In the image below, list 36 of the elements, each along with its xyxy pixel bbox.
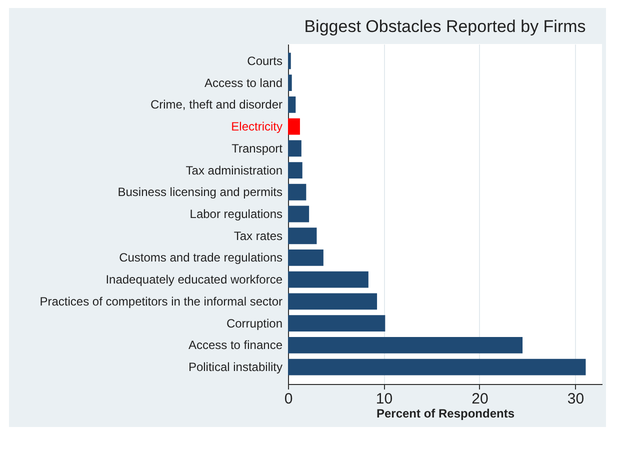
y-tick-label: Practices of competitors in the informal sector [40,294,282,308]
bar [288,228,317,244]
bar [288,206,310,222]
y-tick-label: Access to land [204,76,282,90]
y-tick-label: Corruption [226,316,282,330]
y-tick-label: Business licensing and permits [118,185,282,200]
bar [288,271,368,288]
x-axis-title: Percent of Respondents [376,406,515,420]
y-tick-label: Tax rates [234,228,282,243]
y-tick-label: Electricity [231,120,282,134]
bar [288,293,378,310]
bar [288,358,586,376]
y-tick-label: Courts [247,54,282,68]
y-tick-label: Tax administration [186,163,282,178]
bar [288,315,386,332]
bar [288,74,292,92]
bar [288,162,302,178]
bar [288,52,291,70]
bar [288,118,300,135]
y-tick-label: Political instability [188,360,282,374]
y-tick-label: Transport [232,141,284,156]
x-tick-label: 20 [472,390,488,408]
y-tick-label: Crime, theft and disorder [150,98,282,112]
y-tick-label: Access to finance [188,338,283,352]
bar [288,336,523,354]
bar [288,96,296,113]
x-tick-label: 30 [567,390,584,408]
chart-title: Biggest Obstacles Reported by Firms [304,17,586,36]
y-tick-label: Labor regulations [190,207,282,221]
x-tick-label: 10 [376,390,393,408]
x-tick-label: 0 [284,390,293,408]
y-tick-label: Inadequately educated workforce [106,272,283,287]
y-tick-label: Customs and trade regulations [119,250,282,265]
bar [288,184,306,200]
bar [288,140,302,157]
bar [288,250,324,266]
